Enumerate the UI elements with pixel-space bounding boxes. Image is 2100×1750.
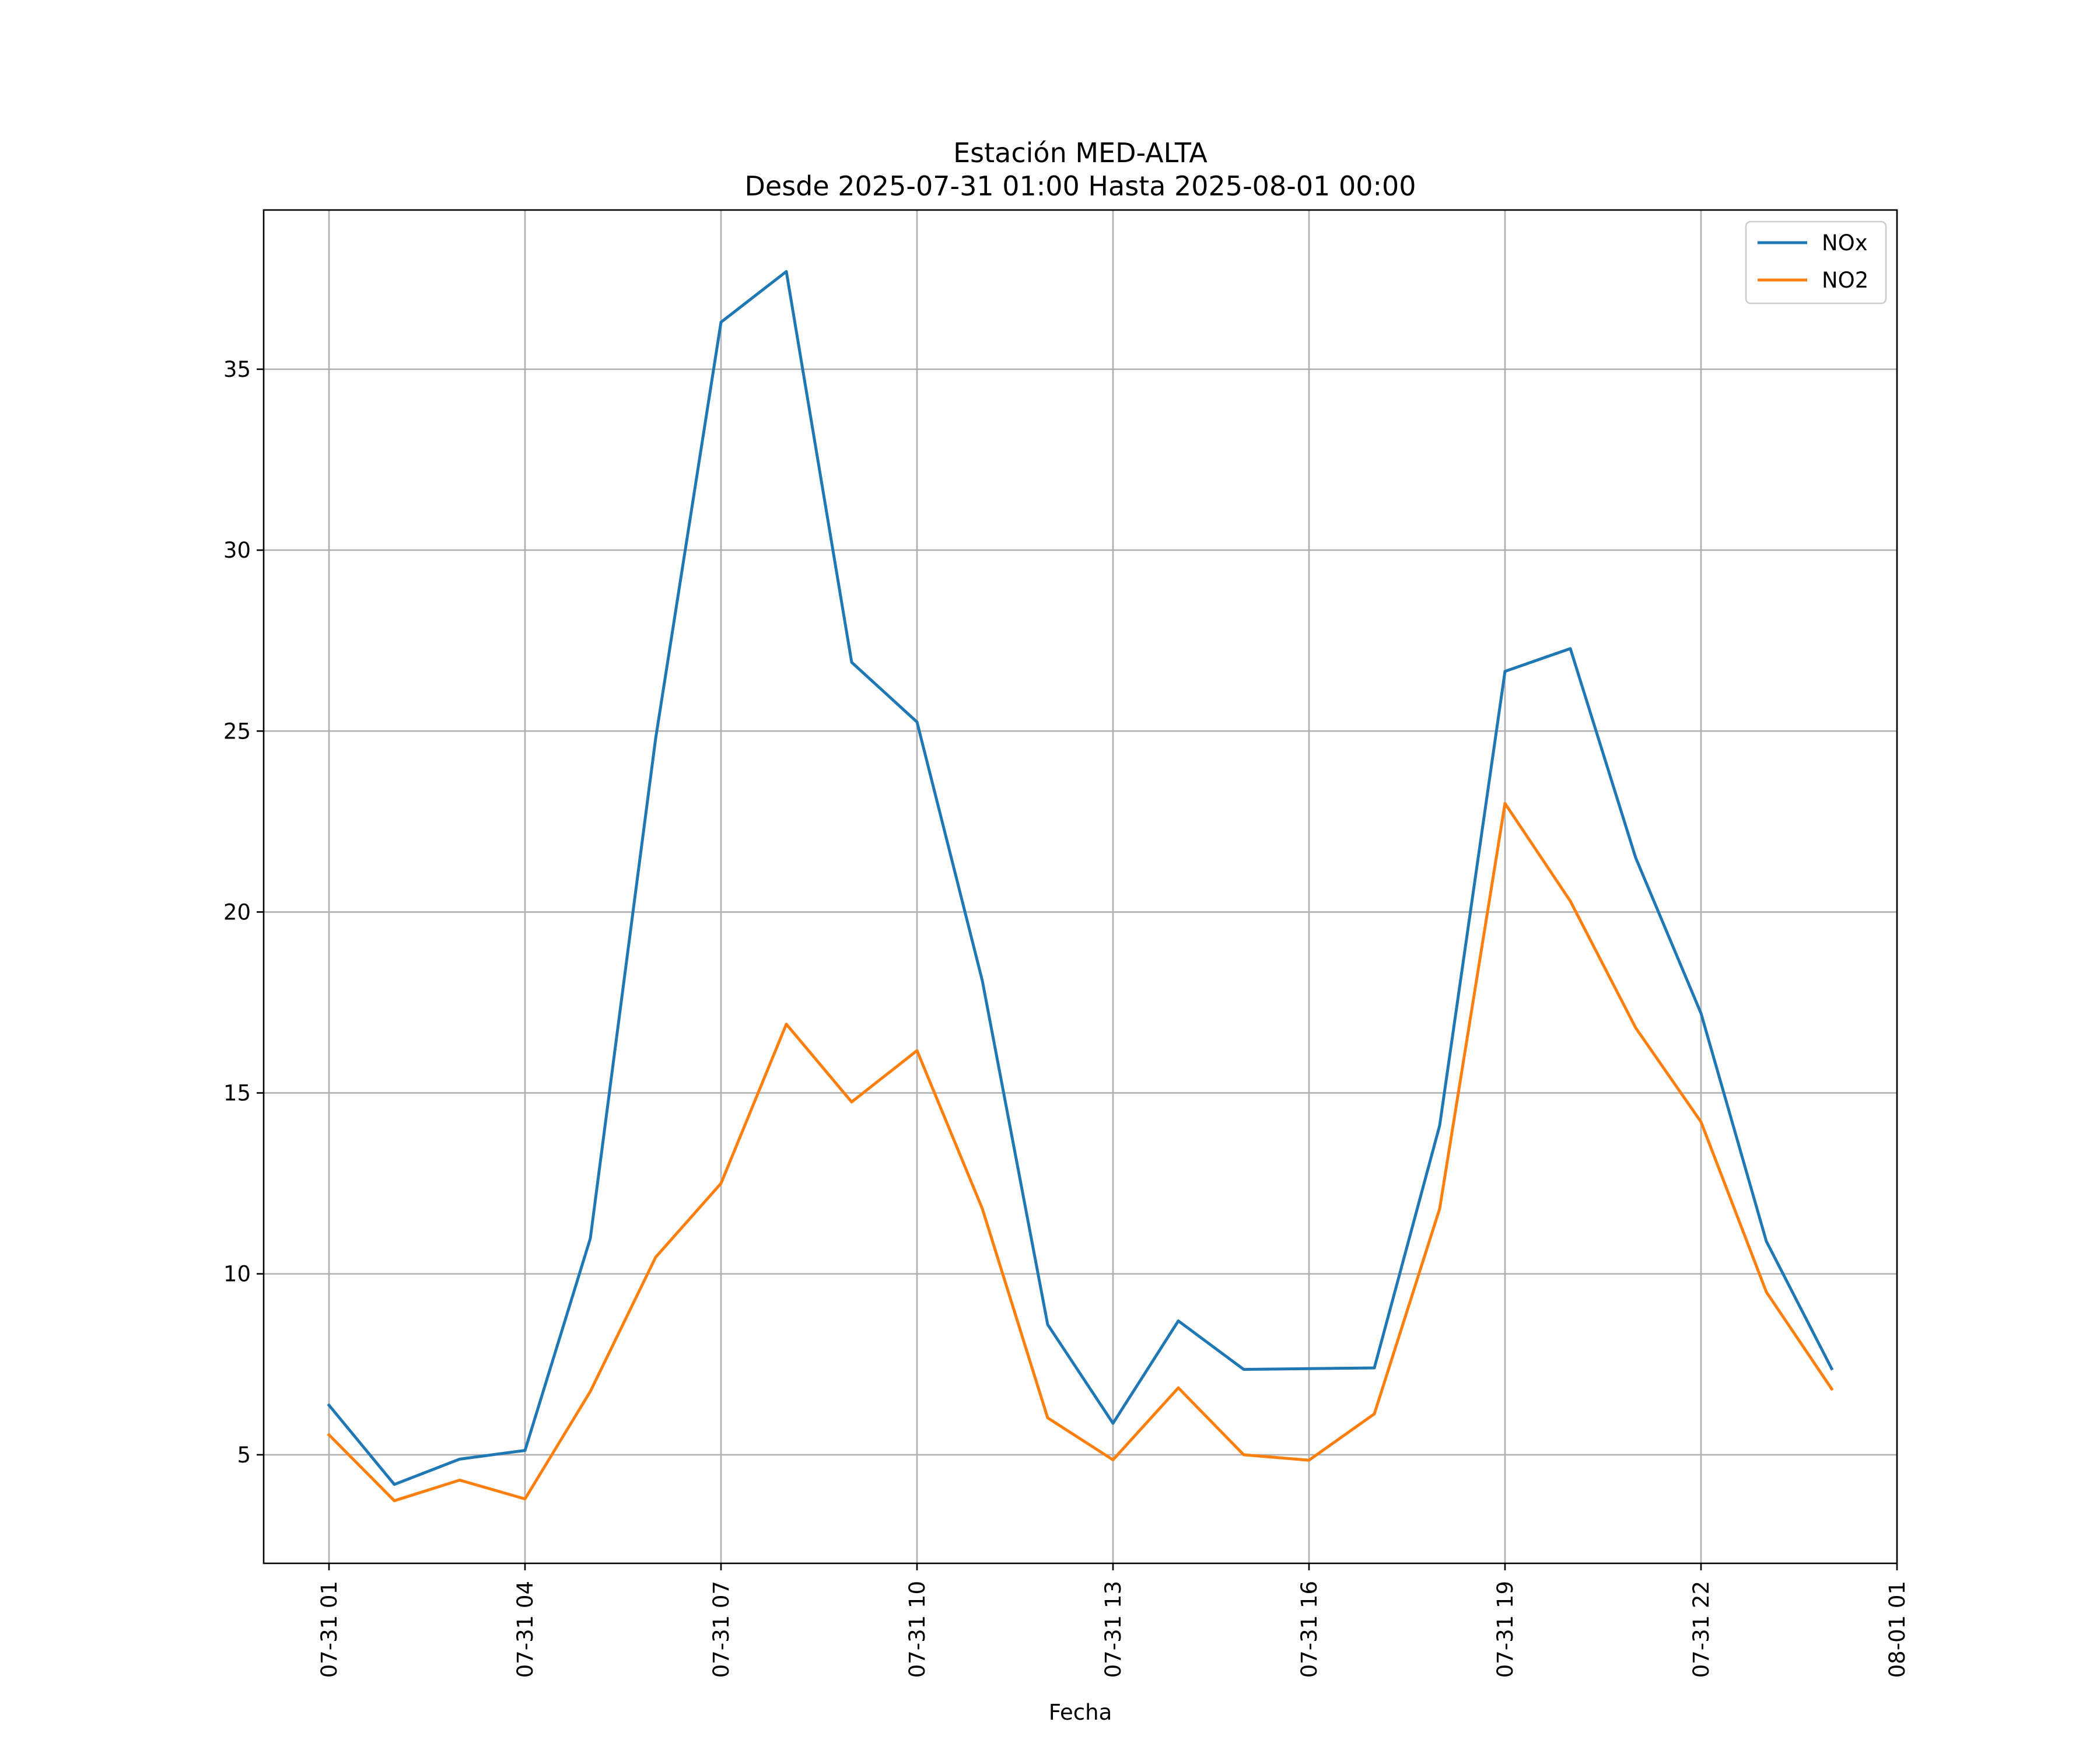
x-tick-label-7: 07-31 22 (1689, 1581, 1714, 1678)
legend-label-nox: NOx (1822, 230, 1868, 256)
y-tick-label-3: 20 (223, 900, 251, 925)
series-line-no2 (327, 802, 1834, 1503)
x-tick-label-6: 07-31 19 (1493, 1581, 1518, 1678)
series-line-nox (327, 270, 1834, 1486)
chart-title: Estación MED-ALTA (953, 137, 1208, 169)
y-axis-ticks: 5 10 15 20 25 30 35 (223, 357, 264, 1468)
x-tick-label-1: 07-31 04 (513, 1581, 538, 1678)
y-tick-label-2: 15 (223, 1081, 251, 1106)
chart-subtitle: Desde 2025-07-31 01:00 Hasta 2025-08-01 … (744, 170, 1416, 202)
y-tick-label-1: 10 (223, 1262, 251, 1287)
x-tick-label-3: 07-31 10 (905, 1581, 930, 1678)
x-tick-label-4: 07-31 13 (1101, 1581, 1126, 1678)
series-group (327, 270, 1834, 1503)
y-tick-label-4: 25 (223, 719, 251, 744)
x-tick-label-0: 07-31 01 (317, 1581, 342, 1678)
x-tick-label-5: 07-31 16 (1297, 1581, 1322, 1678)
x-axis-ticks: 07-31 01 07-31 04 07-31 07 07-31 10 07-31 13… (317, 1563, 1910, 1678)
x-axis-label: Fecha (1049, 1700, 1112, 1725)
y-tick-label-0: 5 (237, 1443, 251, 1468)
x-tick-label-2: 07-31 07 (709, 1581, 734, 1678)
x-tick-label-8: 08-01 01 (1885, 1581, 1910, 1678)
y-tick-label-5: 30 (223, 538, 251, 563)
plot-frame (262, 209, 1898, 1564)
legend: NOx NO2 (1745, 220, 1887, 304)
legend-label-no2: NO2 (1822, 268, 1868, 293)
y-tick-label-6: 35 (223, 357, 251, 382)
